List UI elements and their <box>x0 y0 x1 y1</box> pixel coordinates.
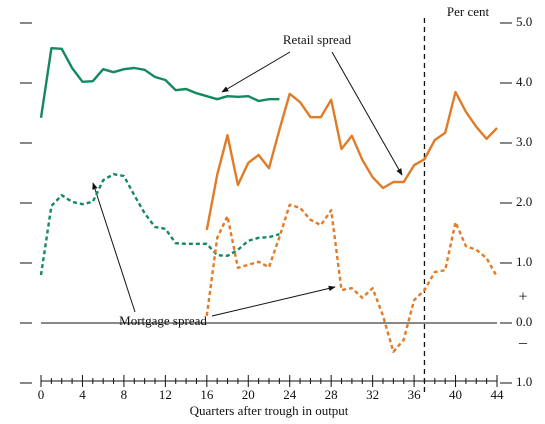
arrow <box>211 285 336 317</box>
x-axis-label: Quarters after trough in output <box>190 403 349 418</box>
x-tick-label: 4 <box>79 387 86 402</box>
x-tick-label: 36 <box>408 387 422 402</box>
series-line <box>205 203 499 353</box>
y-tick-label: 2.0 <box>516 194 532 209</box>
x-tick-label: 8 <box>121 387 128 402</box>
x-tick-label: 32 <box>366 387 379 402</box>
x-tick-label: 40 <box>449 387 462 402</box>
y-unit-label: Per cent <box>447 4 490 19</box>
series-line <box>205 90 498 231</box>
y-tick-label: 1.0 <box>516 374 532 389</box>
x-tick-label: 44 <box>491 387 505 402</box>
arrow <box>331 51 403 176</box>
y-tick-label: 1.0 <box>516 254 532 269</box>
x-tick-label: 20 <box>242 387 255 402</box>
annotation: Retail spread <box>283 32 352 47</box>
sign-label: + <box>518 289 527 306</box>
annotation: Mortgage spread <box>119 313 207 328</box>
series-line <box>39 47 280 118</box>
arrow <box>221 51 291 93</box>
series-line <box>39 173 280 276</box>
x-tick-label: 12 <box>159 387 172 402</box>
sign-label: – <box>518 335 528 352</box>
x-tick-label: 28 <box>325 387 338 402</box>
arrow <box>92 182 136 313</box>
y-tick-label: 5.0 <box>516 14 532 29</box>
y-tick-label: 0.0 <box>516 314 532 329</box>
y-tick-label: 4.0 <box>516 74 532 89</box>
y-tick-label: 3.0 <box>516 134 532 149</box>
x-tick-label: 16 <box>200 387 214 402</box>
x-tick-label: 24 <box>283 387 297 402</box>
arrows <box>92 51 403 317</box>
x-tick-label: 0 <box>38 387 45 402</box>
